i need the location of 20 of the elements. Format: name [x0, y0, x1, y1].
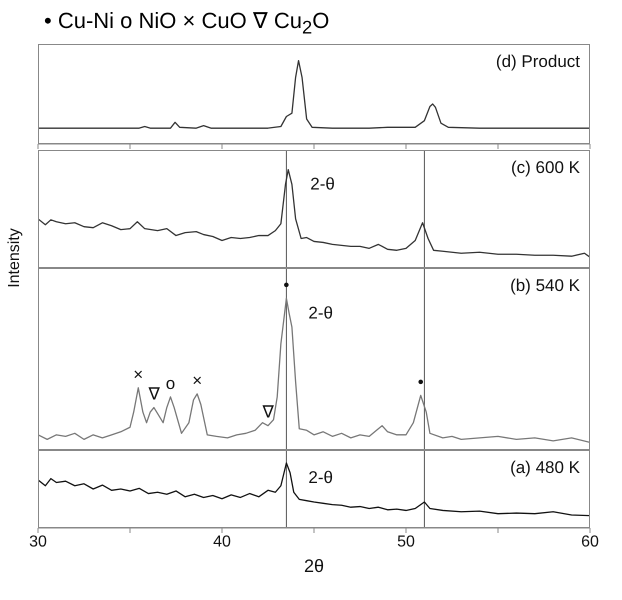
- annotation: 2-θ: [308, 468, 333, 488]
- x-tick-label: 30: [29, 533, 47, 550]
- annotation: 2-θ: [310, 174, 335, 194]
- y-axis-title: Intensity: [6, 228, 24, 288]
- annotation: ×: [133, 364, 144, 384]
- x-tick-label: 40: [213, 533, 231, 550]
- annotation: ∇: [147, 384, 160, 404]
- annotation: o: [166, 374, 176, 393]
- annotation: (a) 480 K: [510, 458, 580, 478]
- x-axis-title: 2θ: [302, 556, 326, 577]
- annotation: (c) 600 K: [511, 158, 580, 178]
- chart-title: • Cu-Ni o NiO × CuO ∇ Cu$_{2}$O: [43, 8, 330, 40]
- annotation: ×: [192, 370, 202, 390]
- annotation: •: [418, 372, 424, 392]
- annotation: ∇: [262, 402, 274, 422]
- x-tick-label: 50: [397, 533, 415, 550]
- text: (b) 540 K: [510, 276, 580, 296]
- annotation: 2-θ: [308, 303, 333, 322]
- x-tick-label: 60: [581, 533, 599, 550]
- annotation: (d) Product: [496, 52, 580, 72]
